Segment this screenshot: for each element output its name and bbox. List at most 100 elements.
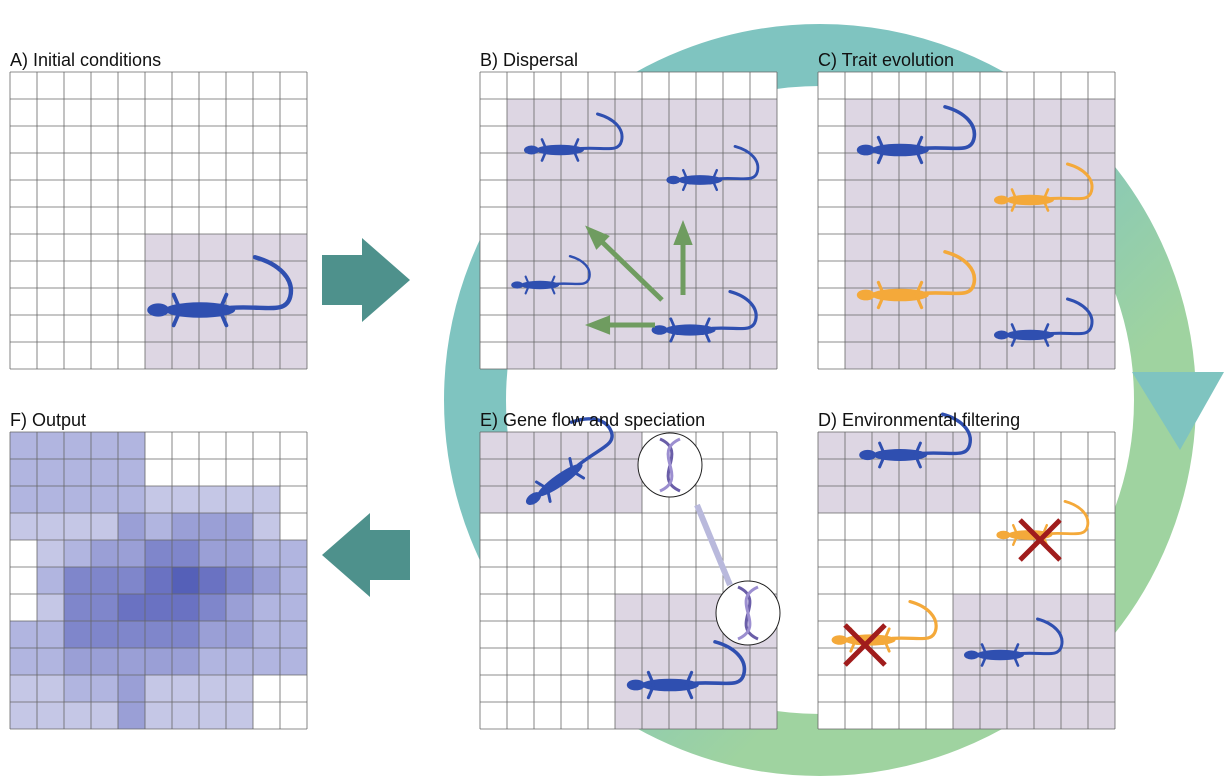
cell xyxy=(1061,207,1088,234)
cell xyxy=(199,342,226,369)
cell xyxy=(226,342,253,369)
cell xyxy=(926,459,953,486)
cell xyxy=(280,648,307,675)
cell xyxy=(615,99,642,126)
cell xyxy=(10,513,37,540)
cell xyxy=(872,207,899,234)
cell xyxy=(723,675,750,702)
cell xyxy=(899,459,926,486)
cell xyxy=(750,315,777,342)
cell xyxy=(980,288,1007,315)
cell xyxy=(953,486,980,513)
cell xyxy=(91,540,118,567)
cell xyxy=(507,288,534,315)
cell xyxy=(253,288,280,315)
cell xyxy=(226,621,253,648)
cell xyxy=(1007,126,1034,153)
cell xyxy=(642,126,669,153)
cell xyxy=(118,486,145,513)
cell xyxy=(926,180,953,207)
cell xyxy=(64,513,91,540)
cell xyxy=(845,99,872,126)
cell xyxy=(615,702,642,729)
cell xyxy=(226,315,253,342)
cell xyxy=(1088,342,1115,369)
cell xyxy=(172,261,199,288)
cell xyxy=(899,207,926,234)
cell xyxy=(1061,234,1088,261)
cell xyxy=(10,459,37,486)
cell xyxy=(953,675,980,702)
cell xyxy=(37,621,64,648)
cell xyxy=(872,315,899,342)
cell xyxy=(534,315,561,342)
cell xyxy=(669,702,696,729)
cell xyxy=(669,99,696,126)
cell xyxy=(845,342,872,369)
cell xyxy=(118,621,145,648)
cell xyxy=(899,180,926,207)
cell xyxy=(953,207,980,234)
cell xyxy=(507,99,534,126)
cell xyxy=(253,513,280,540)
cell xyxy=(1088,288,1115,315)
cell xyxy=(899,234,926,261)
cell xyxy=(10,648,37,675)
cell xyxy=(845,153,872,180)
cell xyxy=(723,180,750,207)
cell xyxy=(280,342,307,369)
cell xyxy=(615,207,642,234)
cell xyxy=(615,486,642,513)
cell xyxy=(199,675,226,702)
cell xyxy=(37,594,64,621)
cell xyxy=(750,648,777,675)
cell xyxy=(696,648,723,675)
cell xyxy=(507,234,534,261)
cell xyxy=(588,99,615,126)
cell xyxy=(561,153,588,180)
cell xyxy=(1007,702,1034,729)
cell xyxy=(172,234,199,261)
dna-strand xyxy=(659,437,681,493)
cell xyxy=(980,261,1007,288)
cell xyxy=(588,486,615,513)
cell xyxy=(980,342,1007,369)
cell xyxy=(1034,621,1061,648)
cell xyxy=(723,99,750,126)
cell xyxy=(91,486,118,513)
cell xyxy=(953,342,980,369)
cell xyxy=(899,486,926,513)
cell xyxy=(615,180,642,207)
cell xyxy=(118,459,145,486)
cell xyxy=(669,126,696,153)
cell xyxy=(588,288,615,315)
cell xyxy=(615,594,642,621)
cell xyxy=(172,594,199,621)
cell xyxy=(280,234,307,261)
cycle-arrowhead xyxy=(1132,372,1224,450)
cell xyxy=(1007,594,1034,621)
cell xyxy=(10,486,37,513)
cell xyxy=(253,648,280,675)
cell xyxy=(750,675,777,702)
cell xyxy=(199,702,226,729)
cell xyxy=(872,234,899,261)
cell xyxy=(226,648,253,675)
cell xyxy=(845,234,872,261)
cell xyxy=(1088,621,1115,648)
cell xyxy=(145,594,172,621)
cell xyxy=(199,261,226,288)
cell xyxy=(1007,261,1034,288)
cell xyxy=(1088,594,1115,621)
cell xyxy=(199,513,226,540)
cell xyxy=(926,234,953,261)
cell xyxy=(953,180,980,207)
cell xyxy=(980,153,1007,180)
cell xyxy=(1088,234,1115,261)
cell xyxy=(1034,126,1061,153)
cell xyxy=(561,342,588,369)
cell xyxy=(226,261,253,288)
cell xyxy=(253,621,280,648)
cell xyxy=(64,648,91,675)
